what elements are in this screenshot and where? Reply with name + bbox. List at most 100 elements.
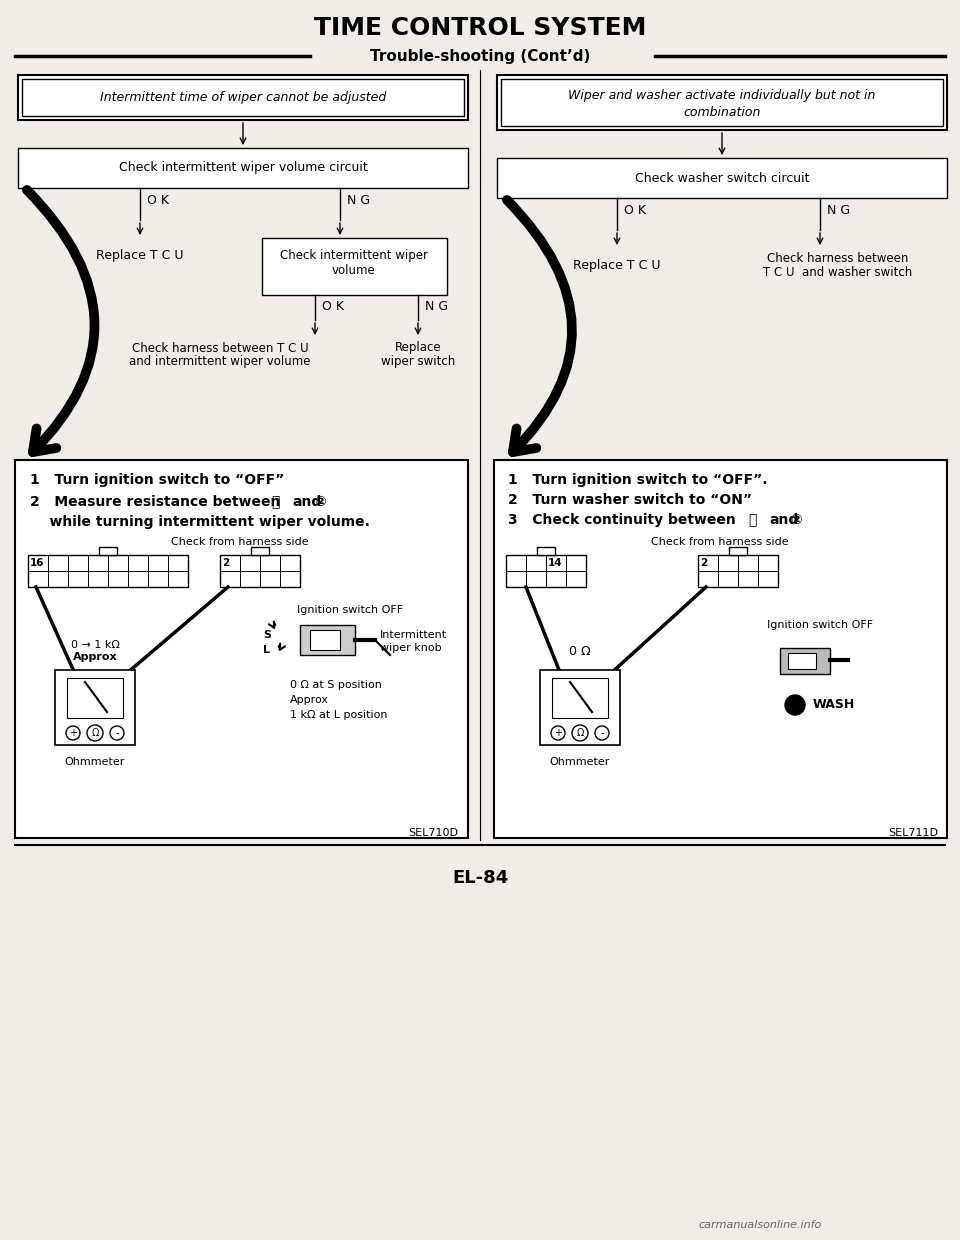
Text: S: S <box>263 630 271 640</box>
Text: 1   Turn ignition switch to “OFF”: 1 Turn ignition switch to “OFF” <box>30 472 284 487</box>
Bar <box>494 460 947 838</box>
Bar <box>28 556 188 587</box>
FancyArrowPatch shape <box>507 200 572 453</box>
Text: 1   Turn ignition switch to “OFF”.: 1 Turn ignition switch to “OFF”. <box>508 472 767 487</box>
Text: TIME CONTROL SYSTEM: TIME CONTROL SYSTEM <box>314 16 646 40</box>
Text: Trouble-shooting (Cont’d): Trouble-shooting (Cont’d) <box>370 48 590 63</box>
Bar <box>501 79 943 126</box>
Text: N G: N G <box>827 203 851 217</box>
FancyArrowPatch shape <box>27 190 94 453</box>
Text: Approx: Approx <box>290 694 329 706</box>
Text: volume: volume <box>332 264 376 278</box>
Circle shape <box>551 725 565 740</box>
Text: -: - <box>115 728 119 738</box>
Bar <box>67 678 123 718</box>
Bar <box>15 460 468 838</box>
Bar <box>497 74 947 130</box>
Bar <box>220 556 300 587</box>
Bar <box>540 670 620 745</box>
Bar <box>729 547 747 556</box>
Text: WASH: WASH <box>813 698 855 712</box>
Bar <box>251 547 269 556</box>
Text: N G: N G <box>347 193 371 207</box>
Text: ⓳: ⓳ <box>748 513 756 527</box>
Circle shape <box>572 725 588 742</box>
Text: and: and <box>769 513 799 527</box>
Text: +: + <box>554 728 562 738</box>
Bar <box>22 79 464 117</box>
Text: Check intermittent wiper volume circuit: Check intermittent wiper volume circuit <box>119 161 368 175</box>
Text: 0 → 1 kΩ: 0 → 1 kΩ <box>71 640 119 650</box>
Text: Check harness between: Check harness between <box>767 252 909 264</box>
Text: SEL711D: SEL711D <box>888 828 938 838</box>
Text: Replace: Replace <box>395 341 442 355</box>
Text: Intermittent time of wiper cannot be adjusted: Intermittent time of wiper cannot be adj… <box>100 91 386 103</box>
Bar <box>18 74 468 120</box>
Text: carmanualsonline.info: carmanualsonline.info <box>698 1220 822 1230</box>
Bar <box>537 547 555 556</box>
Text: T C U  and washer switch: T C U and washer switch <box>763 265 913 279</box>
Circle shape <box>66 725 80 740</box>
Bar <box>262 238 447 295</box>
Text: 0 Ω at S position: 0 Ω at S position <box>290 680 382 689</box>
Text: ②: ② <box>790 513 802 527</box>
Bar <box>788 653 816 670</box>
Text: +: + <box>69 728 77 738</box>
Text: Replace T C U: Replace T C U <box>96 248 183 262</box>
Text: ②: ② <box>314 495 325 508</box>
Text: O K: O K <box>624 203 646 217</box>
Text: Check intermittent wiper: Check intermittent wiper <box>280 249 428 263</box>
Text: 2: 2 <box>222 558 229 568</box>
Circle shape <box>110 725 124 740</box>
Bar <box>310 630 340 650</box>
Text: Ohmmeter: Ohmmeter <box>550 756 611 768</box>
Text: ⓱: ⓱ <box>271 495 279 508</box>
Bar <box>18 148 468 188</box>
Bar <box>300 625 355 655</box>
Text: O K: O K <box>322 300 344 312</box>
Text: 0 Ω: 0 Ω <box>569 645 590 658</box>
Text: Intermittent: Intermittent <box>380 630 447 640</box>
Text: while turning intermittent wiper volume.: while turning intermittent wiper volume. <box>30 515 370 529</box>
Text: Check from harness side: Check from harness side <box>651 537 789 547</box>
Text: SEL710D: SEL710D <box>408 828 458 838</box>
Text: Ω: Ω <box>91 728 99 738</box>
Text: Check from harness side: Check from harness side <box>171 537 309 547</box>
Text: O K: O K <box>147 193 169 207</box>
Text: -: - <box>600 728 604 738</box>
Text: Wiper and washer activate individually but not in: Wiper and washer activate individually b… <box>568 88 876 102</box>
Text: 1 kΩ at L position: 1 kΩ at L position <box>290 711 388 720</box>
Text: 2: 2 <box>700 558 708 568</box>
Text: Check harness between T C U: Check harness between T C U <box>132 341 308 355</box>
Bar <box>698 556 778 587</box>
Circle shape <box>595 725 609 740</box>
Text: 3   Check continuity between: 3 Check continuity between <box>508 513 735 527</box>
Text: Check washer switch circuit: Check washer switch circuit <box>635 171 809 185</box>
Bar <box>99 547 117 556</box>
Text: 2   Turn washer switch to “ON”: 2 Turn washer switch to “ON” <box>508 494 752 507</box>
Text: L: L <box>263 645 271 655</box>
Text: wiper switch: wiper switch <box>381 356 455 368</box>
Text: and intermittent wiper volume: and intermittent wiper volume <box>130 356 311 368</box>
Text: EL-84: EL-84 <box>452 869 508 887</box>
Bar <box>497 157 947 198</box>
Text: Ω: Ω <box>576 728 584 738</box>
Text: Replace T C U: Replace T C U <box>573 258 660 272</box>
Text: 14: 14 <box>548 558 563 568</box>
Bar <box>506 556 586 587</box>
Bar <box>55 670 135 745</box>
Text: Ohmmeter: Ohmmeter <box>65 756 125 768</box>
Bar <box>780 649 830 675</box>
Circle shape <box>785 694 805 715</box>
Text: Approx: Approx <box>73 652 117 662</box>
Circle shape <box>87 725 103 742</box>
Text: wiper knob: wiper knob <box>380 644 442 653</box>
Text: 16: 16 <box>30 558 44 568</box>
Text: Ignition switch OFF: Ignition switch OFF <box>767 620 873 630</box>
Text: combination: combination <box>684 105 760 119</box>
Text: N G: N G <box>425 300 448 312</box>
Bar <box>552 678 608 718</box>
Text: and: and <box>292 495 322 508</box>
Text: Ignition switch OFF: Ignition switch OFF <box>297 605 403 615</box>
Text: 2   Measure resistance between: 2 Measure resistance between <box>30 495 280 508</box>
